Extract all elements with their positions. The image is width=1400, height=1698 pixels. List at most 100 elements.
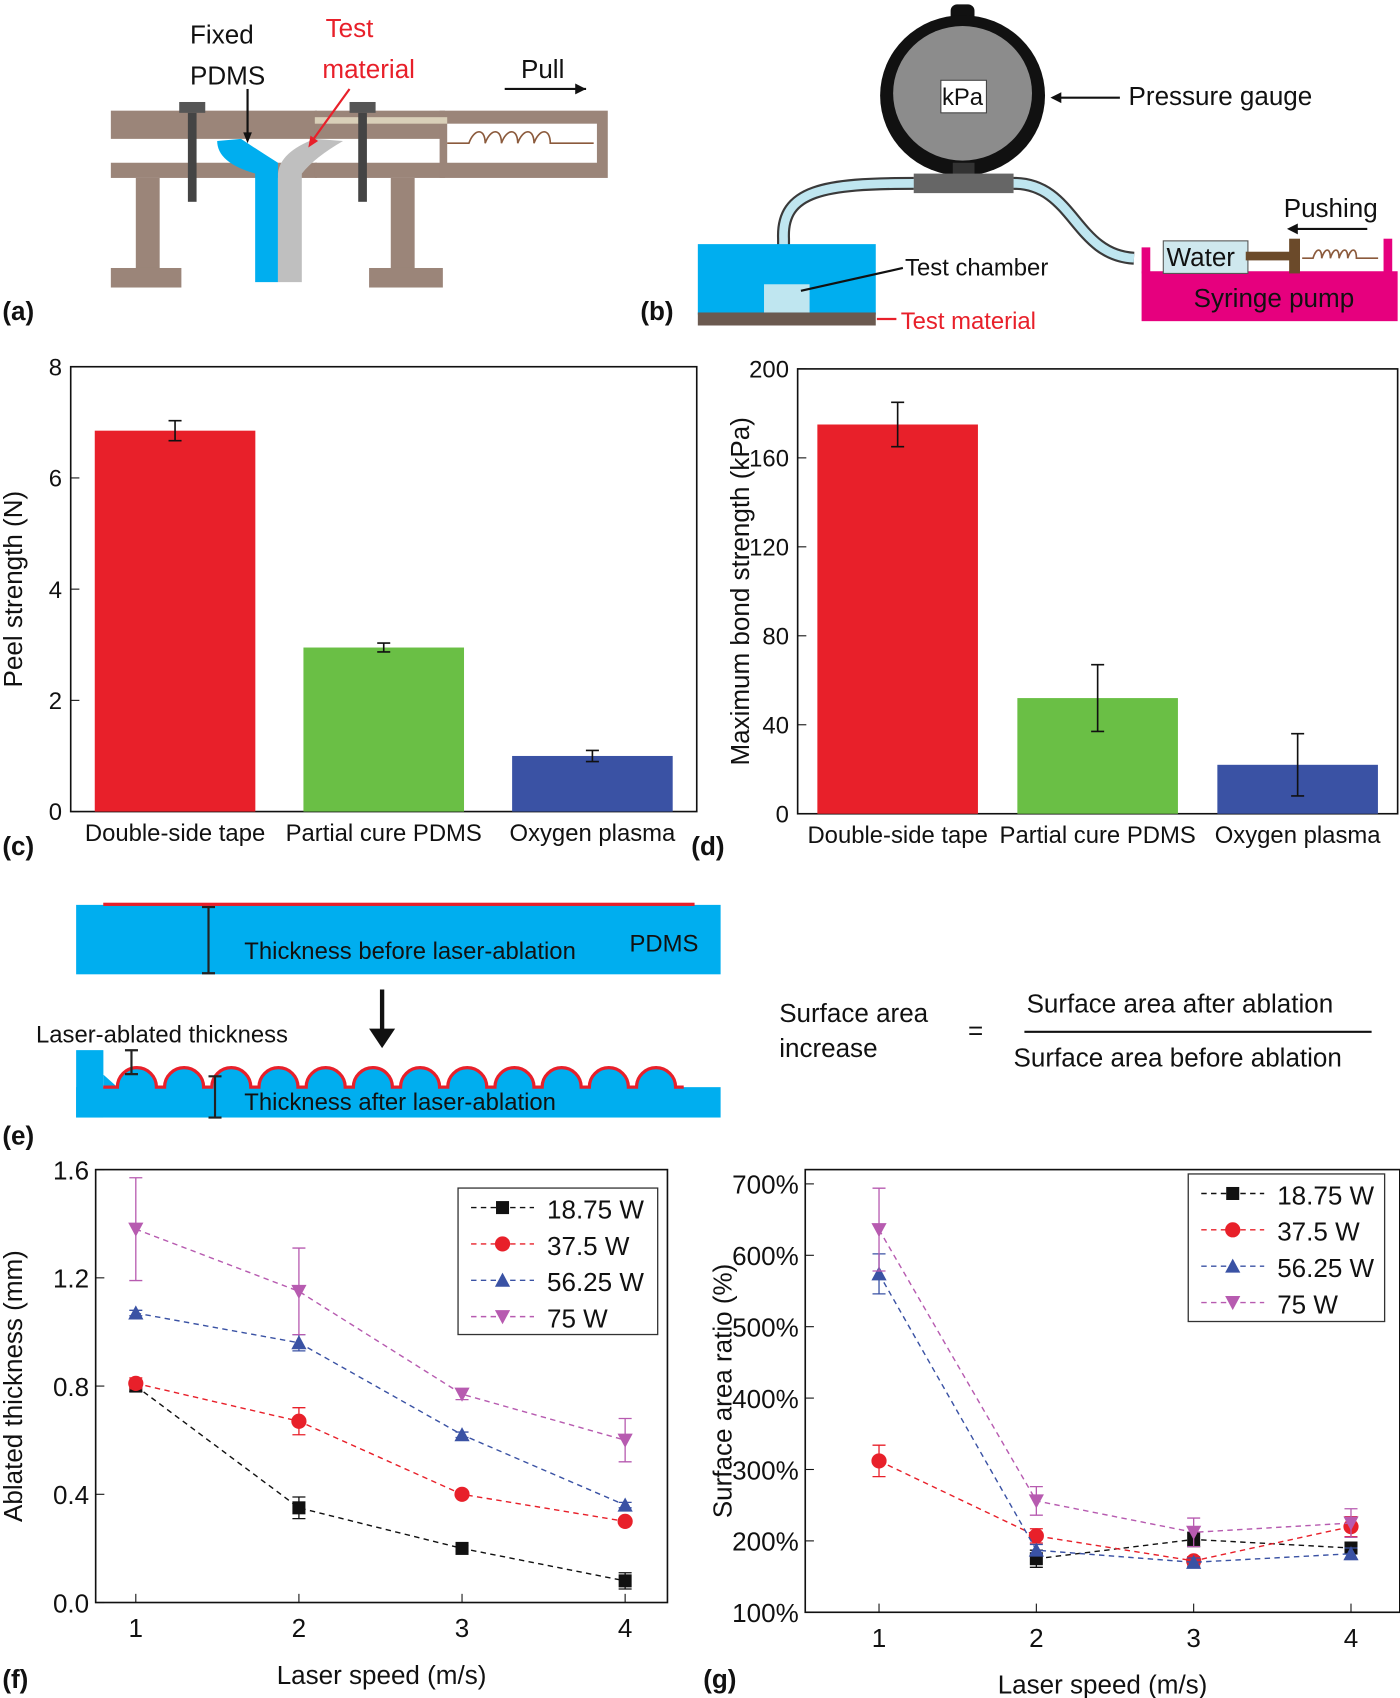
bar-3: [512, 755, 673, 812]
error-bar: [1091, 663, 1105, 733]
label-test-material: Test material: [901, 308, 1036, 335]
data-point-triangle-up: [454, 1427, 470, 1442]
data-point-circle: [1028, 1528, 1044, 1544]
legend-label: 75 W: [547, 1303, 608, 1333]
series-line: [878, 1460, 1352, 1562]
gauge-unit: kPa: [942, 84, 984, 111]
data-point-square: [455, 1541, 469, 1555]
x-tick-label: 3: [455, 1613, 469, 1643]
y-tick-label: 300%: [732, 1455, 799, 1485]
x-category-label: Partial cure PDMS: [1000, 822, 1196, 849]
data-point-triangle-up: [1343, 1546, 1359, 1561]
legend-label: 18.75 W: [547, 1194, 644, 1224]
x-category-label: Partial cure PDMS: [286, 820, 482, 847]
legend-label: 37.5 W: [1277, 1217, 1360, 1247]
ablated-pdms-surface: [103, 1067, 684, 1091]
x-axis-label: Laser speed (m/s): [998, 1670, 1208, 1698]
data-point-triangle-up: [494, 1272, 511, 1287]
y-axis-label: Ablated thickness (mm): [0, 1250, 28, 1522]
x-tick-label: 4: [618, 1613, 632, 1643]
error-bar: [168, 419, 182, 442]
series-56.25w: [128, 1305, 633, 1512]
y-tick-label: 160: [749, 446, 789, 473]
x-tick-label: 1: [129, 1613, 143, 1643]
data-point-triangle-up: [1186, 1554, 1202, 1569]
x-category-label: Double-side tape: [807, 822, 987, 849]
label-pressure-gauge: Pressure gauge: [1129, 81, 1313, 111]
data-point-triangle-down: [1028, 1494, 1044, 1509]
y-tick-label: 0: [49, 799, 62, 826]
series-37.5w: [128, 1375, 633, 1529]
data-point-triangle-down: [494, 1310, 511, 1325]
label-syringe-pump: Syringe pump: [1194, 283, 1355, 313]
series-line: [135, 1312, 626, 1506]
x-tick-label: 2: [292, 1613, 306, 1643]
label-thickness-after: Thickness after laser-ablation: [244, 1089, 556, 1116]
data-point-square: [292, 1501, 306, 1515]
data-point-circle: [1225, 1222, 1241, 1238]
error-bar: [1291, 732, 1305, 797]
y-axis-label: Surface area ratio (%): [707, 1264, 737, 1518]
equation-left-line1: Surface area: [779, 998, 928, 1028]
x-category-label: Oxygen plasma: [510, 820, 676, 847]
equation-left-line2: increase: [779, 1033, 877, 1063]
panel-label-d: (d): [691, 831, 724, 861]
data-point-triangle-down: [1225, 1296, 1241, 1311]
ablated-surface-line: [103, 1066, 684, 1089]
data-point-square: [618, 1574, 632, 1588]
x-category-label: Double-side tape: [85, 820, 265, 847]
x-tick-label: 3: [1186, 1623, 1200, 1653]
series-75w: [128, 1177, 633, 1463]
label-pull: Pull: [521, 54, 564, 84]
panel-label-f: (f): [2, 1664, 28, 1694]
data-point-triangle-down: [291, 1284, 307, 1299]
label-pdms: PDMS: [190, 61, 265, 91]
data-point-circle: [871, 1453, 887, 1469]
data-point-triangle-down: [1343, 1516, 1359, 1531]
y-tick-label: 600%: [732, 1241, 799, 1271]
panel-label-c: (c): [2, 831, 34, 861]
data-point-triangle-down: [454, 1387, 470, 1402]
data-point-triangle-up: [1028, 1542, 1044, 1557]
label-water: Water: [1167, 242, 1236, 272]
label-material: material: [322, 54, 415, 84]
label-fixed: Fixed: [190, 19, 254, 49]
series-37.5w: [871, 1444, 1359, 1569]
legend-label: 56.25 W: [547, 1267, 644, 1297]
data-point-square: [1226, 1186, 1240, 1200]
panel-label-e: (e): [2, 1121, 34, 1151]
data-point-circle: [617, 1513, 633, 1529]
x-category-label: Oxygen plasma: [1215, 822, 1381, 849]
series-line: [135, 1228, 626, 1441]
panel-d-bond-strength-chart: 0 40 80 120 160 200 Double-side tape Partial cu…: [725, 357, 1399, 849]
data-point-triangle-up: [617, 1497, 633, 1512]
legend-box: [457, 1187, 659, 1336]
panel-f-ablated-thickness-chart: 0.0 0.4 0.8 1.2 1.6 1 2 3 4 Laser speed (m/s) Abla…: [0, 1155, 669, 1690]
series-line: [878, 1273, 1352, 1564]
data-point-triangle-up: [871, 1266, 887, 1281]
y-axis-label: Maximum bond strength (kPa): [725, 417, 755, 765]
y-tick-label: 0.4: [53, 1480, 89, 1510]
y-tick-label: 2: [49, 688, 62, 715]
y-tick-label: 6: [49, 466, 62, 493]
panel-e-ablation-diagram: Thickness before laser-ablation PDMS Las…: [2, 902, 1372, 1151]
y-tick-label: 0.0: [53, 1588, 89, 1618]
y-tick-label: 100%: [732, 1598, 799, 1628]
legend-label: 75 W: [1277, 1289, 1338, 1319]
series-line: [135, 1385, 626, 1582]
data-point-square: [496, 1201, 510, 1215]
data-point-circle: [454, 1486, 470, 1502]
y-tick-label: 120: [749, 535, 789, 562]
data-point-triangle-up: [128, 1305, 144, 1320]
data-point-triangle-down: [1186, 1525, 1202, 1540]
y-tick-label: 400%: [732, 1384, 799, 1414]
data-point-triangle-down: [128, 1222, 144, 1237]
x-tick-label: 2: [1029, 1623, 1043, 1653]
down-arrow-icon: [369, 1028, 396, 1049]
panel-label-g: (g): [703, 1664, 736, 1694]
y-tick-label: 0.8: [53, 1372, 89, 1402]
y-tick-label: 1.2: [53, 1264, 89, 1294]
data-point-triangle-up: [291, 1335, 307, 1350]
legend-box: [1187, 1173, 1386, 1323]
